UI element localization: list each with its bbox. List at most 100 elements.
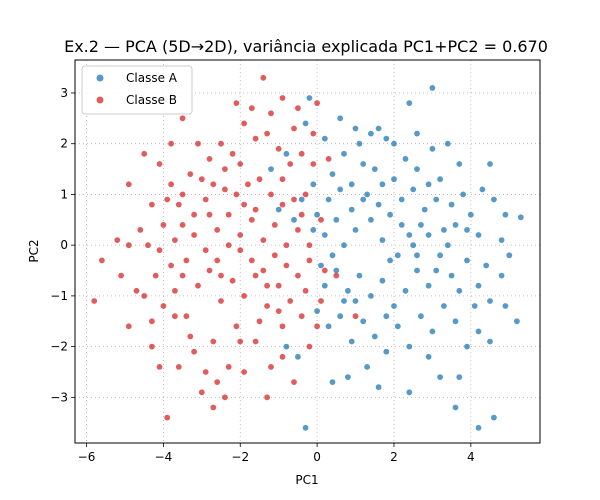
point-classe-b [149,343,155,350]
point-classe-b [237,161,244,167]
point-classe-a [444,242,451,249]
y-tick-label: −2 [50,340,68,354]
point-classe-a [298,196,305,203]
point-classe-a [456,161,463,167]
point-classe-b [206,267,213,274]
point-classe-b [179,191,186,198]
point-classe-b [179,222,186,228]
point-classe-b [183,257,190,264]
point-classe-a [341,150,347,157]
point-classe-b [156,247,163,254]
point-classe-b [222,186,228,193]
point-classe-a [425,181,432,188]
point-classe-a [487,298,493,304]
point-classe-b [248,105,255,112]
point-classe-b [295,227,301,233]
point-classe-a [441,303,447,309]
point-classe-a [379,277,386,284]
point-classe-b [295,272,301,279]
point-classe-b [210,338,217,345]
point-classe-b [279,95,286,101]
point-classe-a [475,282,482,289]
point-classe-b [264,394,270,401]
point-classe-b [287,298,294,304]
point-classe-b [241,120,248,127]
point-classe-a [433,196,440,203]
point-classe-a [329,171,336,178]
point-classe-a [352,298,359,304]
point-classe-b [252,135,259,142]
point-classe-b [133,287,140,294]
point-classe-a [456,287,463,294]
point-classe-a [491,414,497,421]
point-classe-b [291,125,297,132]
point-classe-a [333,216,340,223]
point-classe-b [264,282,270,289]
point-classe-a [475,424,482,431]
point-classe-b [214,227,221,233]
point-classe-a [475,328,482,335]
point-classe-a [314,211,320,218]
point-classe-b [149,201,155,208]
point-classe-b [225,364,232,370]
point-classe-a [291,216,297,223]
x-tick-label: −6 [78,450,96,464]
point-classe-a [348,338,355,345]
point-classe-a [487,338,493,345]
point-classe-a [333,267,340,274]
point-classe-b [321,267,328,274]
point-classe-a [517,214,524,221]
point-classe-a [391,176,397,183]
point-classe-b [191,232,198,238]
point-classe-a [383,348,390,355]
point-classe-a [414,252,420,259]
point-classe-a [475,232,482,238]
point-classe-a [364,191,370,198]
point-classe-b [268,110,274,117]
x-tick-label: −2 [231,450,249,464]
point-classe-b [241,369,248,375]
point-classe-b [214,379,221,385]
point-classe-a [387,211,393,218]
point-classe-a [345,287,351,294]
point-classe-b [222,166,228,173]
point-classe-b [298,150,305,157]
point-classe-b [241,201,248,208]
point-classe-b [241,293,248,299]
point-classe-a [456,374,463,380]
point-classe-a [406,100,413,106]
point-classe-a [325,196,332,203]
point-classe-b [279,201,286,208]
point-classe-b [237,247,244,254]
point-classe-a [318,262,324,269]
point-classe-b [298,211,305,218]
point-classe-a [418,222,424,228]
point-classe-b [191,211,198,218]
point-classe-a [437,252,443,259]
point-classe-a [283,150,290,157]
point-classe-a [352,227,359,233]
x-tick-label: 0 [313,450,321,464]
point-classe-a [464,343,470,350]
point-classe-b [175,364,182,370]
point-classe-b [164,414,171,421]
point-classe-b [114,237,121,244]
x-axis-label: PC1 [295,473,318,487]
point-classe-a [452,318,459,325]
axis-ticks: −6 −4 −2 0 2 4 −3 −2 −1 0 1 2 3 [50,86,474,464]
point-classe-a [364,364,370,370]
legend-box [81,65,193,115]
point-classe-a [348,206,355,213]
point-classe-a [360,318,367,325]
point-classe-a [406,389,413,396]
point-classe-b [256,318,263,325]
point-classe-a [467,211,474,218]
point-classe-b [302,287,309,294]
point-classe-b [168,140,175,147]
point-classe-a [341,298,347,304]
point-classe-b [271,222,278,228]
point-classe-b [187,333,194,340]
point-classe-b [172,237,178,244]
point-classe-b [264,303,270,309]
point-classe-b [179,115,186,122]
